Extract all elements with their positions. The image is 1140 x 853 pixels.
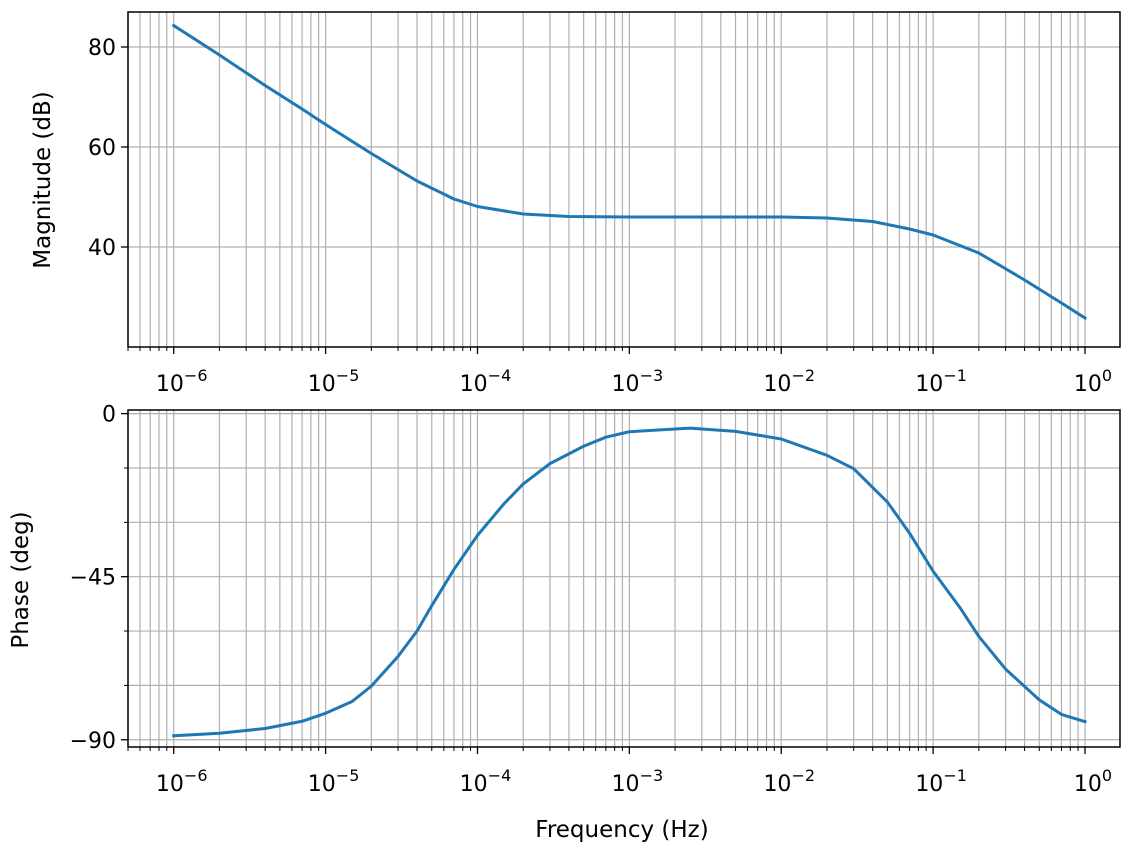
grid-lines — [127, 12, 1120, 347]
y-tick-label: −90 — [70, 729, 116, 754]
x-tick-base: 10 — [612, 772, 640, 797]
y-axis-label: Magnitude (dB) — [30, 91, 56, 269]
y-tick-label: −45 — [70, 566, 116, 591]
x-axis-label: Frequency (Hz) — [535, 817, 708, 843]
x-tick-label: 10−4 — [460, 366, 512, 397]
x-tick-exponent: −6 — [184, 366, 208, 385]
x-tick-exponent: −5 — [336, 766, 360, 785]
magnitude-panel: 10−6 10−5 10−4 10−3 10−2 10−1 100406080Magnitu… — [30, 11, 1121, 397]
y-tick-label: 60 — [88, 136, 116, 161]
x-tick-base: 10 — [1074, 372, 1102, 397]
x-tick-label: 10−2 — [763, 366, 815, 397]
x-tick-label: 10−1 — [915, 766, 967, 797]
x-tick-base: 10 — [763, 372, 791, 397]
y-tick-label: 80 — [88, 36, 116, 61]
x-tick-base: 10 — [156, 772, 184, 797]
x-tick-base: 10 — [915, 372, 943, 397]
x-tick-base: 10 — [460, 372, 488, 397]
x-tick-label: 10−4 — [460, 766, 512, 797]
series-line-0 — [172, 426, 1087, 738]
x-tick-label: 100 — [1074, 766, 1112, 797]
x-tick-label: 10−1 — [915, 366, 967, 397]
x-tick-base: 10 — [308, 772, 336, 797]
x-tick-label: 10−3 — [612, 766, 664, 797]
x-tick-base: 10 — [1074, 772, 1102, 797]
x-tick-exponent: 0 — [1102, 366, 1112, 385]
x-tick-exponent: −4 — [488, 766, 512, 785]
grid-lines — [127, 410, 1120, 747]
x-tick-exponent: −1 — [943, 366, 967, 385]
x-tick-base: 10 — [460, 772, 488, 797]
x-tick-label: 10−6 — [156, 766, 208, 797]
x-tick-base: 10 — [763, 772, 791, 797]
x-tick-exponent: −4 — [488, 366, 512, 385]
x-tick-exponent: −3 — [640, 766, 664, 785]
x-tick-exponent: −6 — [184, 766, 208, 785]
x-tick-label: 100 — [1074, 366, 1112, 397]
phase-panel: 10−6 10−5 10−4 10−3 10−2 10−1 100−90−450Phase … — [8, 403, 1121, 797]
x-tick-base: 10 — [612, 372, 640, 397]
x-tick-exponent: −2 — [791, 766, 815, 785]
axes-frame — [127, 11, 1121, 348]
y-axis-label: Phase (deg) — [8, 511, 34, 648]
x-tick-label: 10−5 — [308, 366, 360, 397]
axes-frame — [127, 409, 1121, 748]
x-tick-exponent: 0 — [1102, 766, 1112, 785]
x-tick-label: 10−3 — [612, 366, 664, 397]
series-line-0 — [171, 23, 1088, 321]
x-tick-base: 10 — [308, 372, 336, 397]
y-tick-label: 40 — [88, 236, 116, 261]
y-tick-label: 0 — [102, 403, 116, 428]
x-tick-exponent: −5 — [336, 366, 360, 385]
x-tick-label: 10−2 — [763, 766, 815, 797]
x-tick-label: 10−6 — [156, 366, 208, 397]
x-tick-base: 10 — [156, 372, 184, 397]
x-tick-exponent: −3 — [640, 366, 664, 385]
x-tick-exponent: −1 — [943, 766, 967, 785]
x-tick-exponent: −2 — [791, 366, 815, 385]
x-tick-base: 10 — [915, 772, 943, 797]
x-tick-label: 10−5 — [308, 766, 360, 797]
